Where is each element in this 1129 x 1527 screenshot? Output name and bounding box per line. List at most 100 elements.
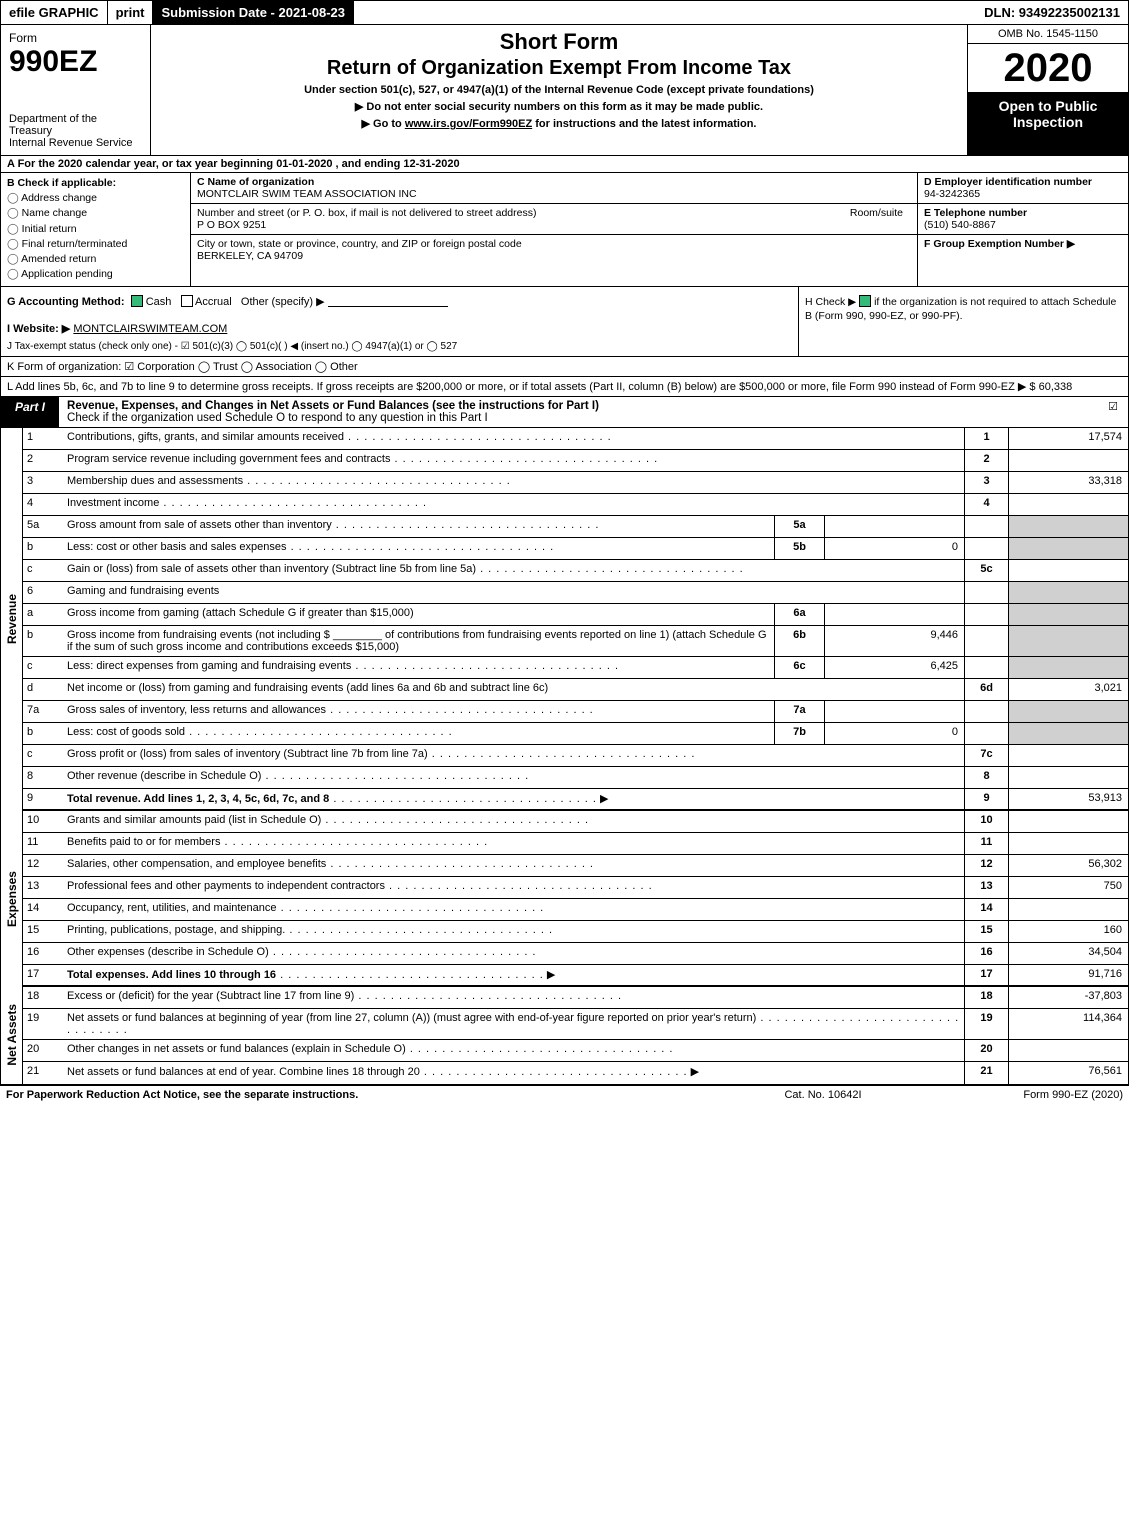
line-7a: 7a Gross sales of inventory, less return… xyxy=(23,701,1128,723)
l15-text: Printing, publications, postage, and shi… xyxy=(67,924,285,936)
l20-rval xyxy=(1008,1040,1128,1061)
l7b-num: b xyxy=(23,723,63,744)
irs-link[interactable]: www.irs.gov/Form990EZ xyxy=(405,118,532,130)
c-city-value: BERKELEY, CA 94709 xyxy=(197,250,303,262)
chk-address-change[interactable]: Address change xyxy=(7,191,184,206)
l5c-num: c xyxy=(23,560,63,581)
l13-text: Professional fees and other payments to … xyxy=(67,880,385,892)
l15-rval: 160 xyxy=(1008,921,1128,942)
line-16: 16 Other expenses (describe in Schedule … xyxy=(23,943,1128,965)
l15-rlbl: 15 xyxy=(964,921,1008,942)
chk-application-pending[interactable]: Application pending xyxy=(7,267,184,282)
chk-name-change[interactable]: Name change xyxy=(7,206,184,221)
l20-dots xyxy=(406,1043,674,1055)
l11-rval xyxy=(1008,833,1128,854)
l8-dots xyxy=(261,770,529,782)
i-website[interactable]: MONTCLAIRSWIMTEAM.COM xyxy=(73,323,227,335)
l7a-dots xyxy=(326,704,594,716)
l4-dots xyxy=(159,497,427,509)
l7b-dots xyxy=(185,726,453,738)
l21-arrow: ▶ xyxy=(691,1066,699,1078)
l9-text: Total revenue. Add lines 1, 2, 3, 4, 5c,… xyxy=(67,793,329,805)
l5c-rval xyxy=(1008,560,1128,581)
l21-rlbl: 21 xyxy=(964,1062,1008,1084)
l13-rval: 750 xyxy=(1008,877,1128,898)
l17-dots xyxy=(276,969,544,981)
part-i-subtitle: Check if the organization used Schedule … xyxy=(67,412,488,424)
l3-rval: 33,318 xyxy=(1008,472,1128,493)
l4-desc: Investment income xyxy=(63,494,964,515)
chk-final-return[interactable]: Final return/terminated xyxy=(7,237,184,252)
line-4: 4 Investment income 4 xyxy=(23,494,1128,516)
l1-rval: 17,574 xyxy=(1008,428,1128,449)
l21-desc: Net assets or fund balances at end of ye… xyxy=(63,1062,964,1084)
row-gh: G Accounting Method: Cash Accrual Other … xyxy=(0,287,1129,357)
l7b-bval: 0 xyxy=(824,723,964,744)
l12-num: 12 xyxy=(23,855,63,876)
line-1: 1 Contributions, gifts, grants, and simi… xyxy=(23,428,1128,450)
g-cash: Cash xyxy=(146,296,172,308)
l6d-desc: Net income or (loss) from gaming and fun… xyxy=(63,679,964,700)
l6c-num: c xyxy=(23,657,63,678)
l11-rlbl: 11 xyxy=(964,833,1008,854)
g-cash-check[interactable] xyxy=(131,295,143,307)
f-group-label: F Group Exemption Number ▶ xyxy=(924,238,1075,250)
row-l-arrow: ▶ $ xyxy=(1018,381,1036,393)
l5a-dots xyxy=(332,519,600,531)
l11-text: Benefits paid to or for members xyxy=(67,836,220,848)
l7c-num: c xyxy=(23,745,63,766)
l4-rlbl: 4 xyxy=(964,494,1008,515)
l3-desc: Membership dues and assessments xyxy=(63,472,964,493)
h-check[interactable] xyxy=(859,295,871,307)
line-17: 17 Total expenses. Add lines 10 through … xyxy=(23,965,1128,987)
l6a-bval xyxy=(824,604,964,625)
g-other-line[interactable] xyxy=(328,295,448,307)
submission-date: Submission Date - 2021-08-23 xyxy=(153,1,354,24)
l10-num: 10 xyxy=(23,811,63,832)
sub3-pre: ▶ Go to xyxy=(362,118,405,130)
d-ein-value: 94-3242365 xyxy=(924,188,980,200)
line-3: 3 Membership dues and assessments 3 33,3… xyxy=(23,472,1128,494)
l10-dots xyxy=(321,814,589,826)
c-room-label: Room/suite xyxy=(850,207,903,219)
l7a-rval xyxy=(1008,701,1128,722)
l1-dots xyxy=(344,431,612,443)
l6d-rval: 3,021 xyxy=(1008,679,1128,700)
open-public-inspection: Open to Public Inspection xyxy=(968,92,1128,155)
line-9: 9 Total revenue. Add lines 1, 2, 3, 4, 5… xyxy=(23,789,1128,811)
revenue-section: Revenue 1 Contributions, gifts, grants, … xyxy=(0,428,1129,811)
l19-text: Net assets or fund balances at beginning… xyxy=(67,1012,756,1024)
l17-num: 17 xyxy=(23,965,63,985)
col-b: B Check if applicable: Address change Na… xyxy=(1,173,191,286)
sub3-post: for instructions and the latest informat… xyxy=(532,118,756,130)
l7a-bval xyxy=(824,701,964,722)
dept-treasury: Department of the Treasury xyxy=(9,113,142,137)
l17-text: Total expenses. Add lines 10 through 16 xyxy=(67,969,276,981)
form-word: Form xyxy=(9,31,142,45)
line-7b: b Less: cost of goods sold 7b 0 xyxy=(23,723,1128,745)
chk-amended-return[interactable]: Amended return xyxy=(7,252,184,267)
part-i-check[interactable]: ☑ xyxy=(1098,397,1128,427)
print-button[interactable]: print xyxy=(108,1,154,24)
l7a-blbl: 7a xyxy=(774,701,824,722)
g-accrual-check[interactable] xyxy=(181,295,193,307)
l10-text: Grants and similar amounts paid (list in… xyxy=(67,814,321,826)
l7a-desc: Gross sales of inventory, less returns a… xyxy=(63,701,774,722)
form-header: Form 990EZ Department of the Treasury In… xyxy=(0,25,1129,156)
l2-num: 2 xyxy=(23,450,63,471)
l21-dots xyxy=(420,1066,688,1078)
l8-text: Other revenue (describe in Schedule O) xyxy=(67,770,261,782)
l9-rlbl: 9 xyxy=(964,789,1008,809)
l18-text: Excess or (deficit) for the year (Subtra… xyxy=(67,990,354,1002)
line-6c: c Less: direct expenses from gaming and … xyxy=(23,657,1128,679)
l13-dots xyxy=(385,880,653,892)
l12-desc: Salaries, other compensation, and employ… xyxy=(63,855,964,876)
l6d-num: d xyxy=(23,679,63,700)
line-2: 2 Program service revenue including gove… xyxy=(23,450,1128,472)
side-netassets-label: Net Assets xyxy=(5,1004,19,1066)
l7b-rlbl xyxy=(964,723,1008,744)
cell-f-group: F Group Exemption Number ▶ xyxy=(918,235,1128,253)
l15-desc: Printing, publications, postage, and shi… xyxy=(63,921,964,942)
chk-initial-return[interactable]: Initial return xyxy=(7,222,184,237)
l15-num: 15 xyxy=(23,921,63,942)
